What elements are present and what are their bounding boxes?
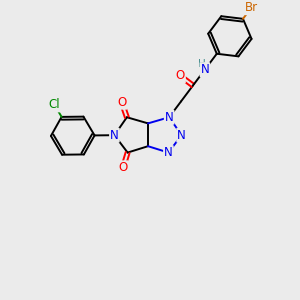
Text: Cl: Cl	[49, 98, 60, 111]
Text: O: O	[176, 70, 185, 83]
Text: N: N	[177, 129, 186, 142]
Text: Br: Br	[245, 1, 258, 14]
Text: N: N	[164, 146, 173, 159]
Text: N: N	[110, 129, 119, 142]
Text: N: N	[165, 111, 173, 124]
Text: O: O	[118, 161, 128, 174]
Text: H: H	[198, 59, 206, 69]
Text: N: N	[200, 63, 209, 76]
Text: O: O	[117, 96, 126, 109]
